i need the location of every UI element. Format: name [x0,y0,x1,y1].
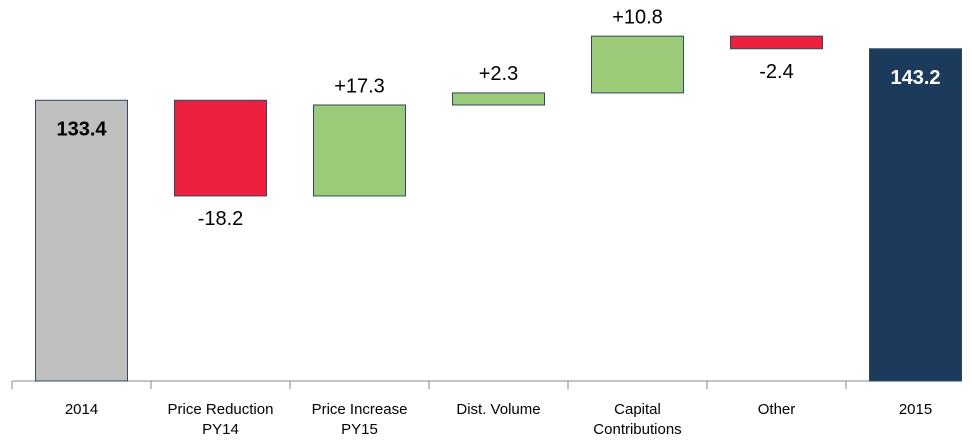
data-label: 133.4 [56,119,107,141]
x-tick-label: Other [757,401,796,418]
x-tick-label: Dist. Volume [456,401,541,418]
data-label: +2.3 [479,63,518,85]
bar [869,48,962,382]
bar [452,92,545,106]
data-label: 143.2 [890,67,940,89]
data-label: -18.2 [198,208,244,230]
x-tick-label: Price Reduction PY14 [167,401,274,438]
x-tick-label: 2015 [898,401,933,418]
data-label: -2.4 [759,61,793,83]
bar [313,104,406,197]
x-tick-label: 2014 [64,401,99,418]
bar [730,35,823,50]
x-tick-label: Price Increase PY15 [311,401,408,438]
bar [35,99,128,382]
x-tick-label: Capital Contributions [593,401,682,438]
bar [591,35,684,94]
bar [174,99,267,197]
data-label: +10.8 [612,6,663,28]
data-label: +17.3 [334,75,385,97]
